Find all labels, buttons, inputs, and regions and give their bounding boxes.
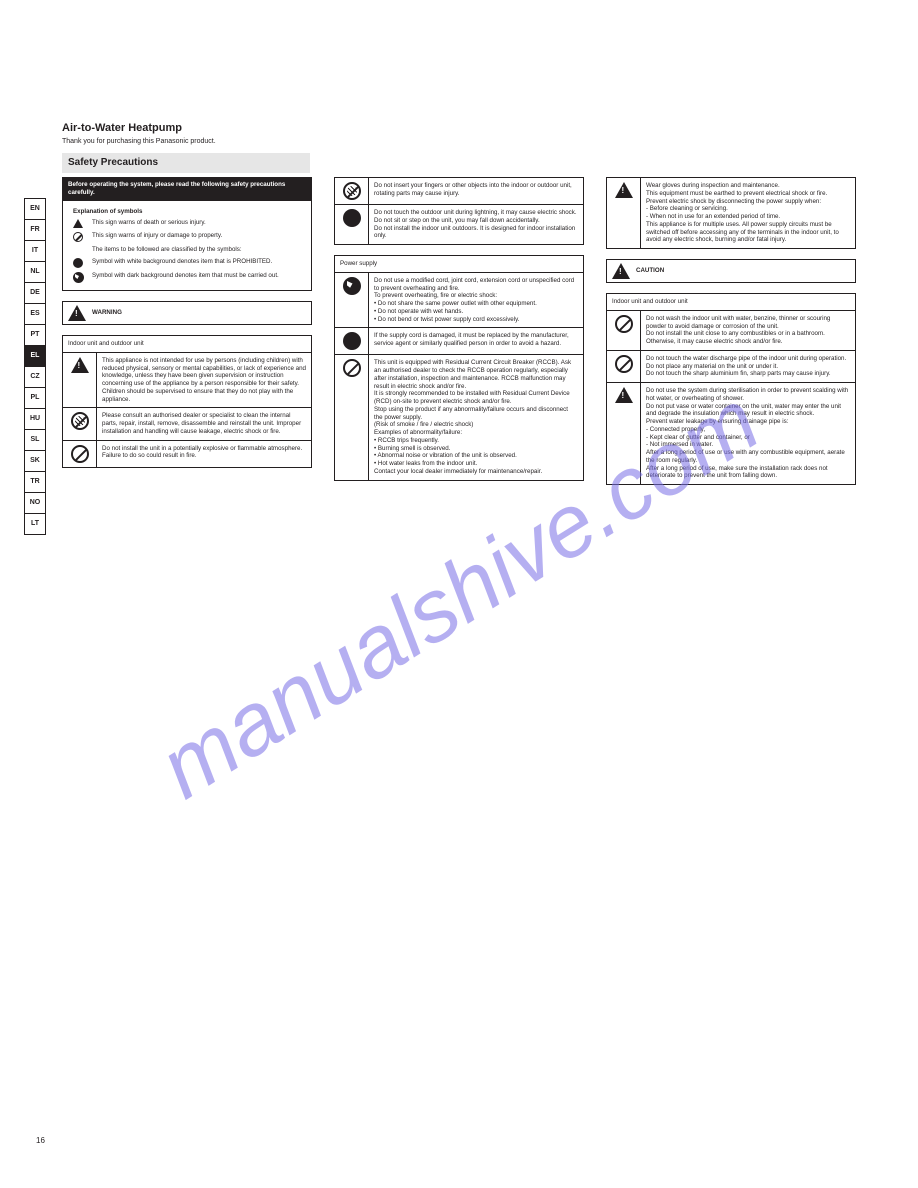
intro-topline: Before operating the system, please read…: [63, 178, 312, 201]
icon-cell: [607, 178, 641, 249]
body-cell: Do not insert your fingers or other obje…: [369, 178, 584, 205]
lang-tab-cz[interactable]: CZ: [24, 366, 46, 388]
row-icon: [343, 332, 361, 350]
lang-tab-it[interactable]: IT: [24, 240, 46, 262]
page-title: Air-to-Water Heatpump: [62, 122, 856, 136]
lang-tab-pl[interactable]: PL: [24, 387, 46, 409]
row-icon: [71, 412, 89, 430]
icon-cell: [607, 310, 641, 350]
col1-table-header: Indoor unit and outdoor unit: [63, 336, 312, 353]
col3-table-a: Wear gloves during inspection and mainte…: [606, 177, 856, 249]
legend-icon: [73, 232, 83, 242]
section-title: Safety Precautions: [62, 153, 310, 174]
row-icon: [615, 182, 633, 198]
row-icon: [71, 445, 89, 463]
warning-icon: [68, 305, 86, 321]
row-icon: [343, 209, 361, 227]
icon-cell: [335, 272, 369, 328]
body-cell: If the supply cord is damaged, it must b…: [369, 328, 584, 355]
lang-tab-en[interactable]: EN: [24, 198, 46, 220]
icon-cell: [335, 355, 369, 480]
intro-legend: Explanation of symbolsThis sign warns of…: [68, 205, 284, 287]
icon-cell: [607, 383, 641, 485]
lang-tab-sk[interactable]: SK: [24, 450, 46, 472]
lang-tab-pt[interactable]: PT: [24, 324, 46, 346]
page-header: Air-to-Water Heatpump Thank you for purc…: [62, 122, 856, 147]
row-icon: [615, 355, 633, 373]
warning-banner: WARNING: [62, 301, 312, 325]
lang-tab-fr[interactable]: FR: [24, 219, 46, 241]
lang-tab-hu[interactable]: HU: [24, 408, 46, 430]
intro-row-header: Explanation of symbols: [70, 207, 282, 217]
col2-table-b: Power supply Do not use a modified cord,…: [334, 255, 584, 481]
row-icon: [343, 277, 361, 295]
column-1: Before operating the system, please read…: [62, 177, 312, 478]
body-cell: Do not wash the indoor unit with water, …: [641, 310, 856, 350]
intro-box: Before operating the system, please read…: [62, 177, 312, 291]
language-sidebar: ENFRITNLDEESPTELCZPLHUSLSKTRNOLT: [24, 198, 48, 534]
lang-tab-lt[interactable]: LT: [24, 513, 46, 535]
body-cell: Do not use a modified cord, joint cord, …: [369, 272, 584, 328]
icon-cell: [335, 328, 369, 355]
body-cell: This appliance is not intended for use b…: [97, 352, 312, 408]
row-icon: [615, 387, 633, 403]
column-3: Wear gloves during inspection and mainte…: [606, 177, 856, 495]
column-2: Do not insert your fingers or other obje…: [334, 177, 584, 491]
legend-text: Symbol with dark background denotes item…: [89, 271, 282, 284]
lang-tab-nl[interactable]: NL: [24, 261, 46, 283]
content-columns: Before operating the system, please read…: [62, 177, 856, 495]
body-cell: Do not touch the outdoor unit during lig…: [369, 205, 584, 245]
col2-table-a: Do not insert your fingers or other obje…: [334, 177, 584, 245]
row-icon: [343, 359, 361, 377]
intro-legend-cell: Explanation of symbolsThis sign warns of…: [63, 200, 312, 291]
row-icon: [71, 357, 89, 373]
body-cell: Wear gloves during inspection and mainte…: [641, 178, 856, 249]
col2-table-b-header: Power supply: [335, 256, 584, 273]
icon-cell: [63, 408, 97, 440]
page-number: 16: [36, 1136, 45, 1146]
legend-text: This sign warns of injury or damage to p…: [89, 231, 282, 243]
warning-label: WARNING: [92, 309, 122, 317]
caution-banner: CAUTION: [606, 259, 856, 283]
body-cell: Do not install the unit in a potentially…: [97, 440, 312, 467]
lang-tab-sl[interactable]: SL: [24, 429, 46, 451]
icon-cell: [335, 178, 369, 205]
legend-icon: [73, 219, 83, 228]
icon-cell: [63, 440, 97, 467]
legend-icon: [73, 272, 84, 283]
page-subtitle: Thank you for purchasing this Panasonic …: [62, 138, 856, 147]
icon-cell: [335, 205, 369, 245]
legend-text: Symbol with white background denotes ite…: [89, 257, 282, 269]
lang-tab-de[interactable]: DE: [24, 282, 46, 304]
body-cell: Please consult an authorised dealer or s…: [97, 408, 312, 440]
col3-table-b-header: Indoor unit and outdoor unit: [607, 294, 856, 311]
icon-cell: [63, 352, 97, 408]
lang-tab-no[interactable]: NO: [24, 492, 46, 514]
icon-cell: [607, 350, 641, 382]
col1-table: Indoor unit and outdoor unit This applia…: [62, 335, 312, 468]
legend-icon: [73, 258, 83, 268]
legend-text: This sign warns of death or serious inju…: [89, 218, 282, 229]
row-icon: [343, 182, 361, 200]
body-cell: Do not touch the water discharge pipe of…: [641, 350, 856, 382]
col3-table-b: Indoor unit and outdoor unit Do not wash…: [606, 293, 856, 485]
legend-text: The items to be followed are classified …: [89, 245, 282, 255]
page-root: Air-to-Water Heatpump Thank you for purc…: [62, 122, 856, 495]
caution-label: CAUTION: [636, 267, 664, 275]
caution-icon: [612, 263, 630, 279]
lang-tab-tr[interactable]: TR: [24, 471, 46, 493]
body-cell: This unit is equipped with Residual Curr…: [369, 355, 584, 480]
row-icon: [615, 315, 633, 333]
lang-tab-es[interactable]: ES: [24, 303, 46, 325]
lang-tab-el[interactable]: EL: [24, 345, 46, 367]
body-cell: Do not use the system during sterilisati…: [641, 383, 856, 485]
